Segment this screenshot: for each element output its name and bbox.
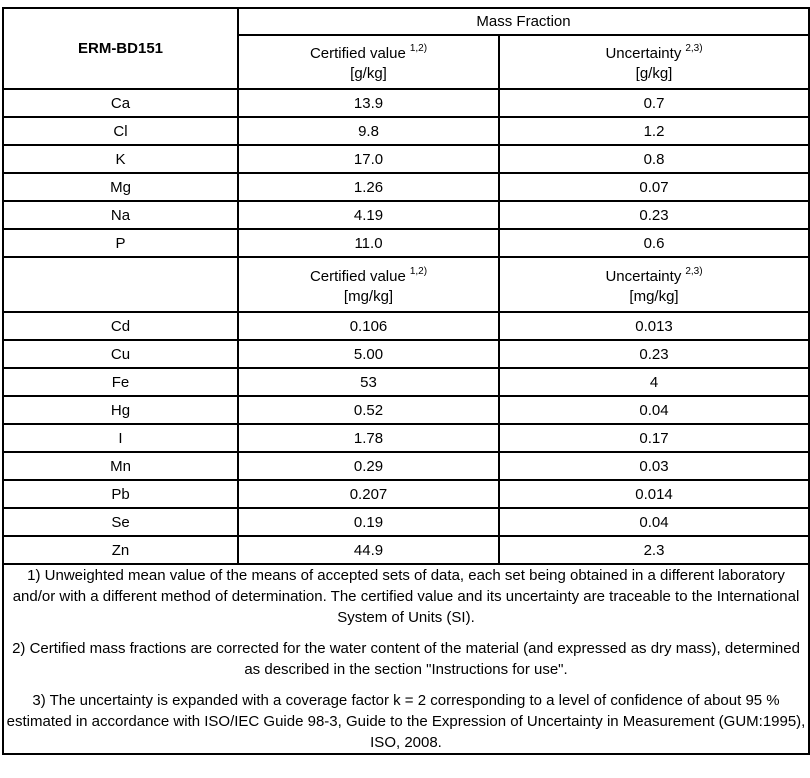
uncertainty-header-gkg: Uncertainty 2,3) [g/kg] (497, 34, 810, 90)
element-symbol: Zn (2, 535, 239, 565)
uncertainty-unit: [mg/kg] (629, 287, 679, 305)
table-row: Mn 0.29 0.03 (2, 451, 810, 481)
uncertainty-value: 0.6 (497, 228, 810, 258)
certified-value: 0.106 (237, 311, 500, 341)
element-symbol: Se (2, 507, 239, 537)
certified-value-label: Certified value (309, 45, 406, 62)
uncertainty-value: 4 (497, 367, 810, 397)
footnotes-row: 1) Unweighted mean value of the means of… (1, 563, 810, 755)
uncertainty-value: 0.17 (497, 423, 810, 453)
header-row-units-gkg: Certified value 1,2) [g/kg] Uncertainty 2,… (3, 34, 810, 90)
element-symbol: Cd (2, 311, 239, 341)
uncertainty-value: 2.3 (497, 535, 810, 565)
certified-value: 0.19 (237, 507, 500, 537)
certified-value-header-mgkg: Certified value 1,2) [mg/kg] (237, 256, 500, 313)
uncertainty-label: Uncertainty (605, 45, 682, 62)
certified-value: 1.26 (237, 172, 500, 202)
certified-value: 17.0 (237, 144, 500, 174)
footnote-2: 2) Certified mass fractions are correcte… (12, 640, 800, 678)
uncertainty-value: 0.23 (497, 200, 810, 230)
certified-footnote-ref: 1,2) (409, 43, 428, 54)
table-row: Hg 0.52 0.04 (2, 395, 810, 425)
certified-value: 0.52 (237, 395, 500, 425)
certified-value: 11.0 (237, 228, 500, 258)
element-symbol: Na (2, 200, 239, 230)
table-row: Cd 0.106 0.013 (2, 311, 810, 341)
uncertainty-unit: [g/kg] (635, 65, 673, 82)
element-symbol: Fe (2, 367, 239, 397)
table-row: Mg 1.26 0.07 (2, 172, 810, 202)
footnote-3: 3) The uncertainty is expanded with a co… (6, 692, 806, 751)
table-row: Ca 13.9 0.7 (2, 88, 810, 118)
table-row: Zn 44.9 2.3 (2, 535, 810, 565)
table-row: Na 4.19 0.23 (2, 200, 810, 230)
element-symbol: Ca (2, 88, 239, 118)
certified-value: 9.8 (237, 116, 500, 146)
element-symbol: Hg (2, 395, 239, 425)
certified-value-label: Certified value (309, 267, 406, 285)
material-id-cell: ERM-BD151 (2, 7, 239, 90)
element-symbol: K (2, 144, 239, 174)
certified-value: 4.19 (237, 200, 500, 230)
element-symbol: Mn (2, 451, 239, 481)
certified-value: 53 (237, 367, 500, 397)
table-row: Fe 53 4 (2, 367, 810, 397)
table-row: I 1.78 0.17 (2, 423, 810, 453)
uncertainty-value: 0.03 (497, 451, 810, 481)
certified-value: 13.9 (237, 88, 500, 118)
element-symbol: P (2, 228, 239, 258)
table-row: K 17.0 0.8 (2, 144, 810, 174)
header-row-units-mgkg: Certified value 1,2) [mg/kg] Uncertainty 2… (2, 256, 810, 313)
footnotes-cell: 1) Unweighted mean value of the means of… (1, 563, 810, 755)
certified-value: 44.9 (237, 535, 500, 565)
uncertainty-value: 0.013 (497, 311, 810, 341)
uncertainty-value: 0.8 (497, 144, 810, 174)
element-symbol: Mg (2, 172, 239, 202)
material-id: ERM-BD151 (77, 40, 164, 57)
certificate-table: ERM-BD151 Mass Fraction Certified value 1… (1, 7, 810, 755)
certified-value: 0.29 (237, 451, 500, 481)
certified-value: 1.78 (237, 423, 500, 453)
certified-value-header-gkg: Certified value 1,2) [g/kg] (237, 34, 500, 90)
footnote-1: 1) Unweighted mean value of the means of… (12, 567, 800, 626)
table-row: P 11.0 0.6 (2, 228, 810, 258)
uncertainty-value: 1.2 (497, 116, 810, 146)
table-row: Cu 5.00 0.23 (2, 339, 810, 369)
uncertainty-value: 0.07 (497, 172, 810, 202)
uncertainty-value: 0.23 (497, 339, 810, 369)
certified-footnote-ref: 1,2) (409, 265, 428, 277)
mass-fraction-label: Mass Fraction (476, 13, 571, 30)
certified-value-unit: [mg/kg] (343, 287, 394, 305)
header-row-mass-fraction: ERM-BD151 Mass Fraction (2, 7, 810, 90)
certified-value-unit: [g/kg] (350, 65, 387, 82)
element-symbol: Cl (2, 116, 239, 146)
element-symbol: I (2, 423, 239, 453)
uncertainty-footnote-ref: 2,3) (685, 265, 703, 277)
uncertainty-value: 0.7 (497, 88, 810, 118)
uncertainty-value: 0.04 (497, 507, 810, 537)
element-symbol: Cu (2, 339, 239, 369)
uncertainty-value: 0.014 (497, 479, 810, 509)
empty-header-cell (2, 256, 239, 313)
table-row: Cl 9.8 1.2 (2, 116, 810, 146)
element-symbol: Pb (2, 479, 239, 509)
uncertainty-value: 0.04 (497, 395, 810, 425)
uncertainty-header-mgkg: Uncertainty 2,3) [mg/kg] (497, 256, 810, 313)
uncertainty-footnote-ref: 2,3) (685, 43, 703, 54)
table-row: Pb 0.207 0.014 (2, 479, 810, 509)
mass-fraction-header: Mass Fraction (236, 7, 810, 36)
table-row: Se 0.19 0.04 (2, 507, 810, 537)
certified-value: 0.207 (237, 479, 500, 509)
certified-value: 5.00 (237, 339, 500, 369)
uncertainty-label: Uncertainty (605, 267, 682, 285)
